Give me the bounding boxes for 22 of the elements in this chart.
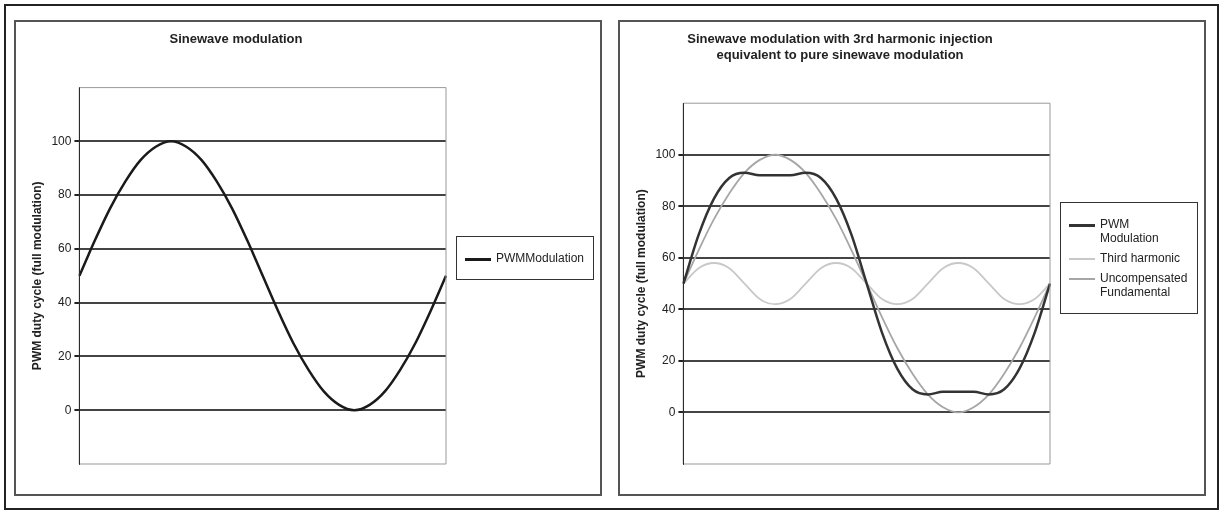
y-tick-label: 100 bbox=[655, 147, 676, 162]
y-tick-label: 60 bbox=[662, 250, 676, 265]
chart-subtitle: equivalent to pure sinewave modulation bbox=[716, 46, 964, 62]
y-tick-label: 100 bbox=[51, 133, 72, 148]
y-tick-label: 80 bbox=[58, 187, 72, 202]
y-axis-title: PWM duty cycle (full modulation) bbox=[633, 189, 648, 378]
legend-label: Third harmonic bbox=[1100, 251, 1181, 265]
legend-label: PWMModulation bbox=[496, 251, 585, 265]
chart-title: Sinewave modulation with 3rd harmonic injection bbox=[687, 31, 993, 47]
y-tick-label: 20 bbox=[58, 348, 72, 363]
y-tick-label: 80 bbox=[662, 198, 676, 213]
y-tick-label: 0 bbox=[668, 404, 676, 419]
y-tick-label: 60 bbox=[58, 241, 72, 256]
legend-label: PWM Modulation bbox=[1100, 217, 1160, 245]
y-tick-label: 40 bbox=[662, 301, 676, 316]
y-axis-title: PWM duty cycle (full modulation) bbox=[29, 181, 44, 371]
legend-label: Uncompensated Fundamental bbox=[1100, 271, 1189, 299]
chart-title: Sinewave modulation bbox=[169, 31, 303, 47]
line-series bbox=[682, 262, 1051, 306]
y-tick-label: 40 bbox=[58, 295, 72, 309]
y-tick-label: 0 bbox=[64, 402, 72, 417]
y-tick-label: 20 bbox=[662, 353, 676, 368]
